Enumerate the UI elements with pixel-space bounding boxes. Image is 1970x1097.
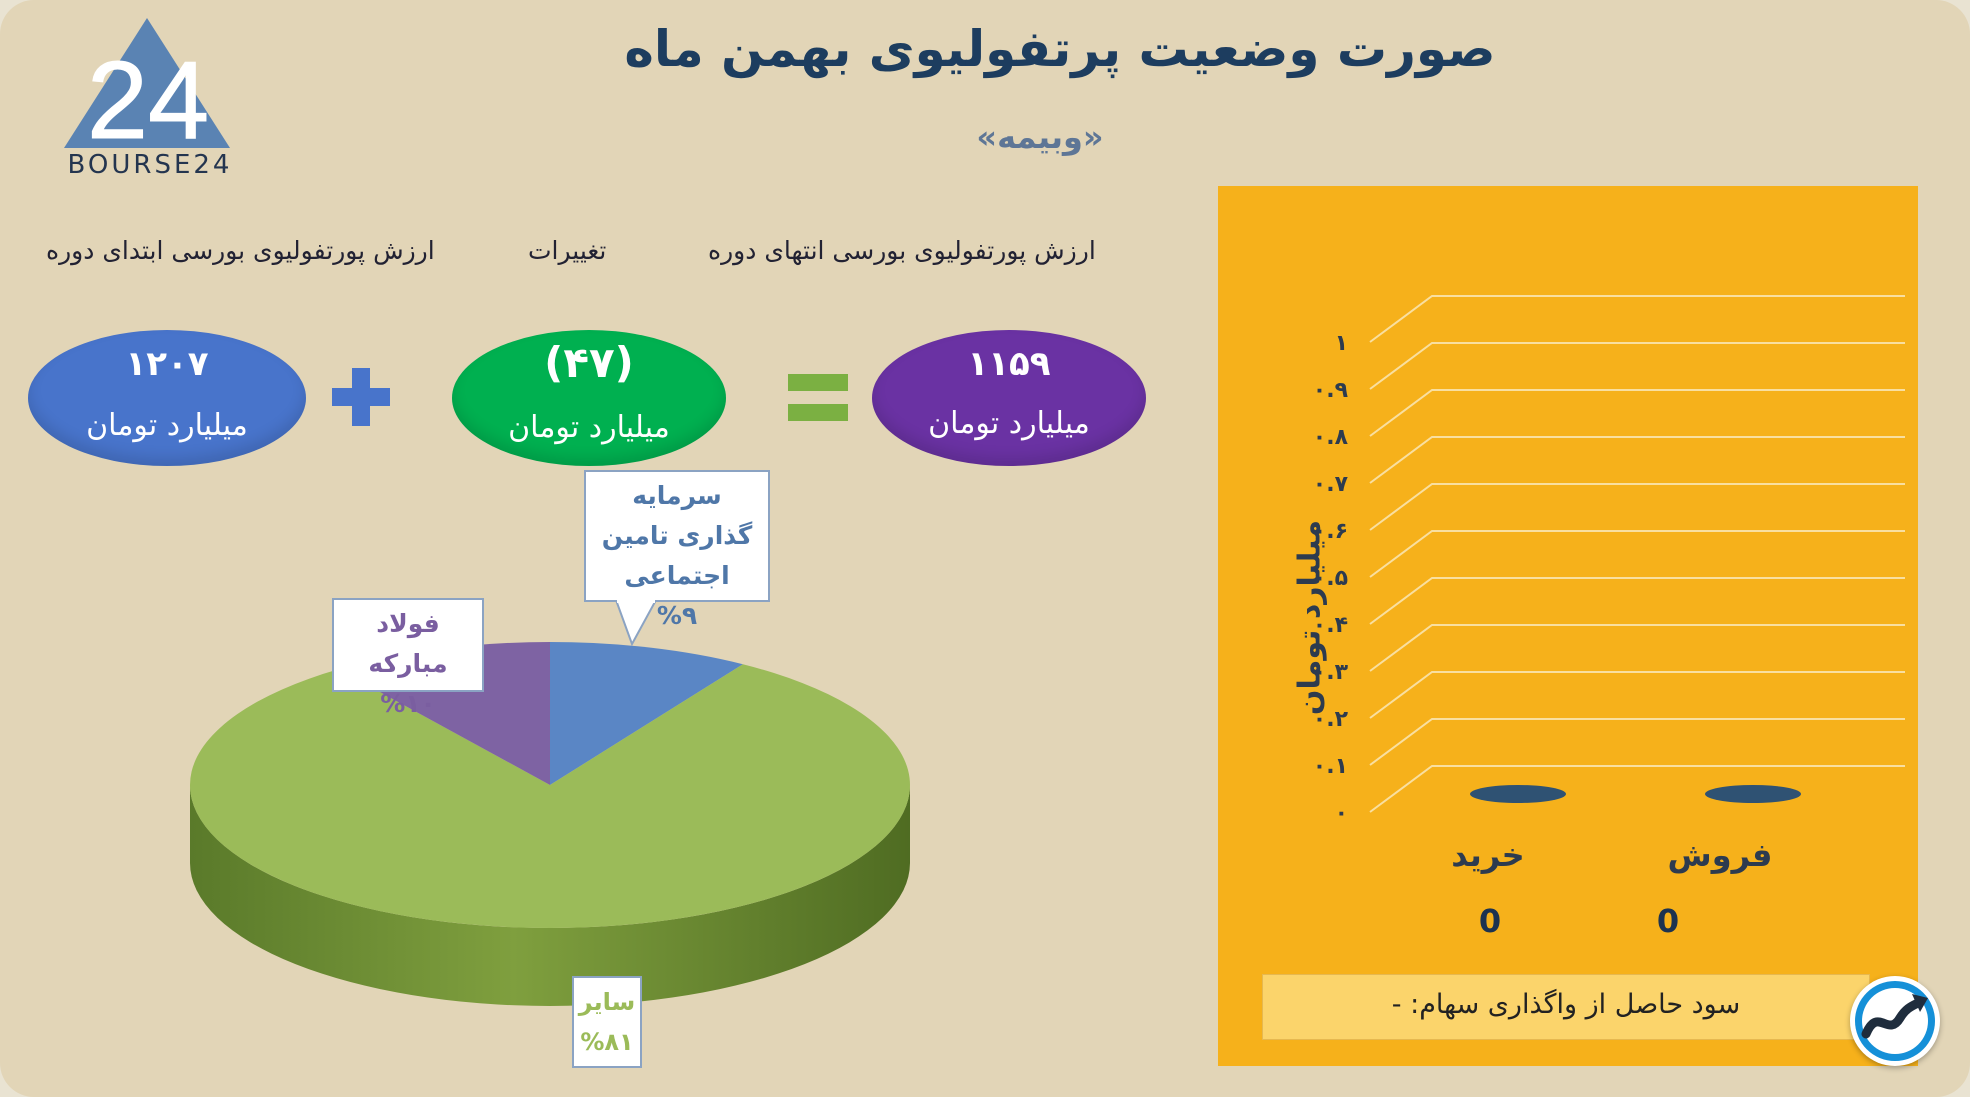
logo-mark: 24 [87, 39, 209, 162]
start-value: ۱۲۰۷ [125, 344, 209, 384]
callout-slice-1: سایر %۸۱ [572, 976, 642, 1068]
start-unit: میلیارد تومان [86, 408, 248, 443]
pie-chart [189, 642, 910, 1006]
start-label: ارزش پورتفولیوی بورسی ابتدای دوره [46, 236, 435, 265]
equals-icon [788, 374, 848, 421]
logo-text: BOURSE24 [67, 150, 233, 180]
value-label-buy: 0 [1478, 902, 1502, 940]
page-title: صورت وضعیت پرتفولیوی بهمن ماه [624, 20, 1496, 78]
trend-arrow-icon [1855, 981, 1935, 1061]
callout-pointer-0 [614, 600, 658, 646]
pie-slice-0 [550, 642, 743, 785]
callout-slice-0: سرمایه گذاری تامین اجتماعی %۹ [584, 470, 770, 630]
end-unit: میلیارد تومان [928, 406, 1090, 441]
pie-slice-1 [189, 664, 910, 928]
value-label-sell: 0 [1656, 902, 1680, 940]
slice-label-1: سایر [578, 988, 636, 1016]
end-value-ellipse: ۱۱۵۹ میلیارد تومان [872, 330, 1146, 466]
pie-side [190, 785, 910, 1006]
start-value-ellipse: ۱۲۰۷ میلیارد تومان [28, 330, 306, 466]
change-value: (۴۷) [544, 338, 634, 387]
slice-label-0: سرمایه گذاری تامین اجتماعی [601, 481, 753, 590]
profit-box: سود حاصل از واگذاری سهام: - [1262, 974, 1870, 1040]
change-label: تغییرات [528, 236, 607, 265]
change-value-ellipse: (۴۷) میلیارد تومان [452, 330, 726, 466]
bourse24-logo: 24 [64, 18, 230, 163]
category-label-buy: خرید [1451, 836, 1525, 874]
slice-label-2: فولاد مبارکه [368, 609, 448, 678]
slice-value-2: %۱۰ [380, 689, 436, 718]
page-subtitle: «وبیمه» [976, 118, 1104, 156]
plus-icon [332, 368, 390, 426]
y-axis-label: میلیارد تومان [1292, 519, 1328, 716]
change-unit: میلیارد تومان [508, 410, 670, 445]
category-label-sell: فروش [1667, 836, 1773, 874]
slice-value-0: %۹ [656, 601, 698, 630]
end-label: ارزش پورتفولیوی بورسی انتهای دوره [708, 236, 1096, 265]
brand-badge [1850, 976, 1940, 1066]
slice-value-1: %۸۱ [580, 1028, 634, 1056]
callout-slice-2: فولاد مبارکه %۱۰ [332, 598, 484, 718]
end-value: ۱۱۵۹ [967, 344, 1051, 384]
